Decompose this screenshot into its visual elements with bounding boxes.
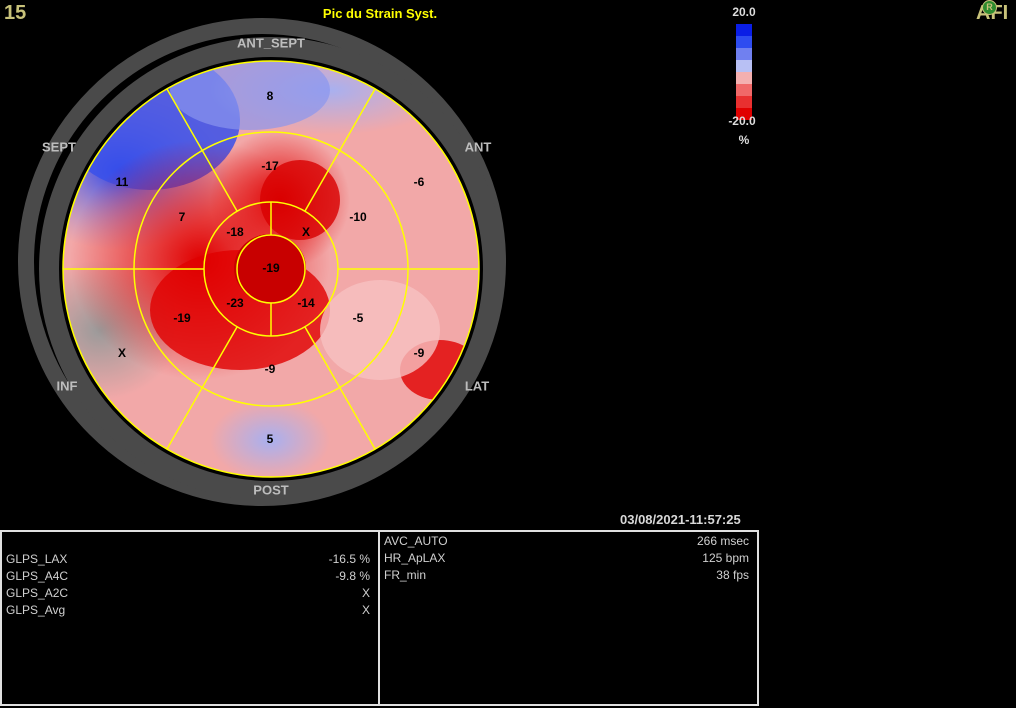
- registered-badge-icon: R: [982, 0, 997, 15]
- color-scale-cell: [736, 36, 752, 48]
- acquisition-label: FR_min: [384, 568, 427, 582]
- acquisition-label: HR_ApLAX: [384, 551, 446, 565]
- acquisition-value: 38 fps: [716, 568, 749, 582]
- frame-number: 15: [4, 2, 27, 24]
- color-scale-cell: [736, 108, 752, 120]
- acquisition-row: AVC_AUTO 266 msec: [384, 534, 749, 551]
- glps-value: X: [361, 603, 370, 617]
- segment-value: -5: [353, 311, 364, 325]
- glps-label: GLPS_A2C: [6, 586, 69, 600]
- scale-min-label: -20.0: [728, 114, 756, 128]
- bullseye-plot: ANT_SEPT SEPT ANT INF LAT POST 8 -6 -9 5…: [18, 18, 506, 506]
- wall-label-ant-sept: ANT_SEPT: [237, 35, 305, 50]
- glps-value: -9.8 %: [335, 569, 370, 583]
- segment-value: -10: [349, 210, 367, 224]
- segment-value: 7: [179, 210, 186, 224]
- acquisition-value: 125 bpm: [702, 551, 749, 565]
- color-scale-cell: [736, 48, 752, 60]
- acquisition-label: AVC_AUTO: [384, 534, 448, 548]
- acquisition-row: FR_min 38 fps: [384, 568, 749, 585]
- wall-label-lat: LAT: [465, 378, 489, 393]
- segment-value: -9: [414, 346, 425, 360]
- segment-value: -17: [261, 159, 279, 173]
- glps-value: X: [361, 586, 370, 600]
- acquisition-value: 266 msec: [696, 534, 749, 548]
- segment-value: -19: [173, 311, 191, 325]
- segment-value: -23: [226, 296, 244, 310]
- segment-value: -14: [297, 296, 315, 310]
- color-scale-cell: [736, 84, 752, 96]
- segment-value: 5: [267, 432, 274, 446]
- page-title: Pic du Strain Syst.: [322, 6, 438, 21]
- apex-value: -19: [262, 261, 280, 275]
- segment-value: 8: [267, 89, 274, 103]
- acquisition-row: HR_ApLAX 125 bpm: [384, 551, 749, 568]
- inner-ring: [39, 37, 503, 501]
- segment-value: 11: [116, 175, 129, 189]
- glps-row: GLPS_Avg X: [6, 603, 370, 620]
- glps-panel: GLPS_LAX -16.5 % GLPS_A4C -9.8 % GLPS_A2…: [0, 530, 380, 706]
- wall-label-ant: ANT: [465, 139, 492, 154]
- segment-value: -9: [265, 362, 276, 376]
- glps-row: GLPS_A4C -9.8 %: [6, 569, 370, 586]
- segment-value: X: [302, 225, 310, 239]
- glps-row: GLPS_LAX -16.5 %: [6, 552, 370, 569]
- scale-unit-label: %: [738, 133, 750, 147]
- segment-value: X: [118, 346, 126, 360]
- glps-label: GLPS_LAX: [6, 552, 68, 566]
- acquisition-panel: AVC_AUTO 266 msec HR_ApLAX 125 bpm FR_mi…: [378, 530, 759, 706]
- color-scale-cell: [736, 60, 752, 72]
- glps-label: GLPS_A4C: [6, 569, 69, 583]
- timestamp: 03/08/2021-11:57:25: [620, 512, 741, 527]
- color-scale-bar: [736, 24, 752, 120]
- glps-label: GLPS_Avg: [6, 603, 66, 617]
- glps-row: GLPS_A2C X: [6, 586, 370, 603]
- scale-max-label: 20.0: [732, 5, 756, 19]
- color-scale-cell: [736, 24, 752, 36]
- wall-label-sept: SEPT: [42, 139, 76, 154]
- color-scale-cell: [736, 96, 752, 108]
- glps-value: -16.5 %: [328, 552, 370, 566]
- segment-value: -6: [414, 175, 425, 189]
- segment-value: -18: [226, 225, 244, 239]
- wall-label-inf: INF: [57, 378, 78, 393]
- wall-label-post: POST: [253, 482, 288, 497]
- segment-grid: [62, 60, 480, 478]
- color-scale-cell: [736, 72, 752, 84]
